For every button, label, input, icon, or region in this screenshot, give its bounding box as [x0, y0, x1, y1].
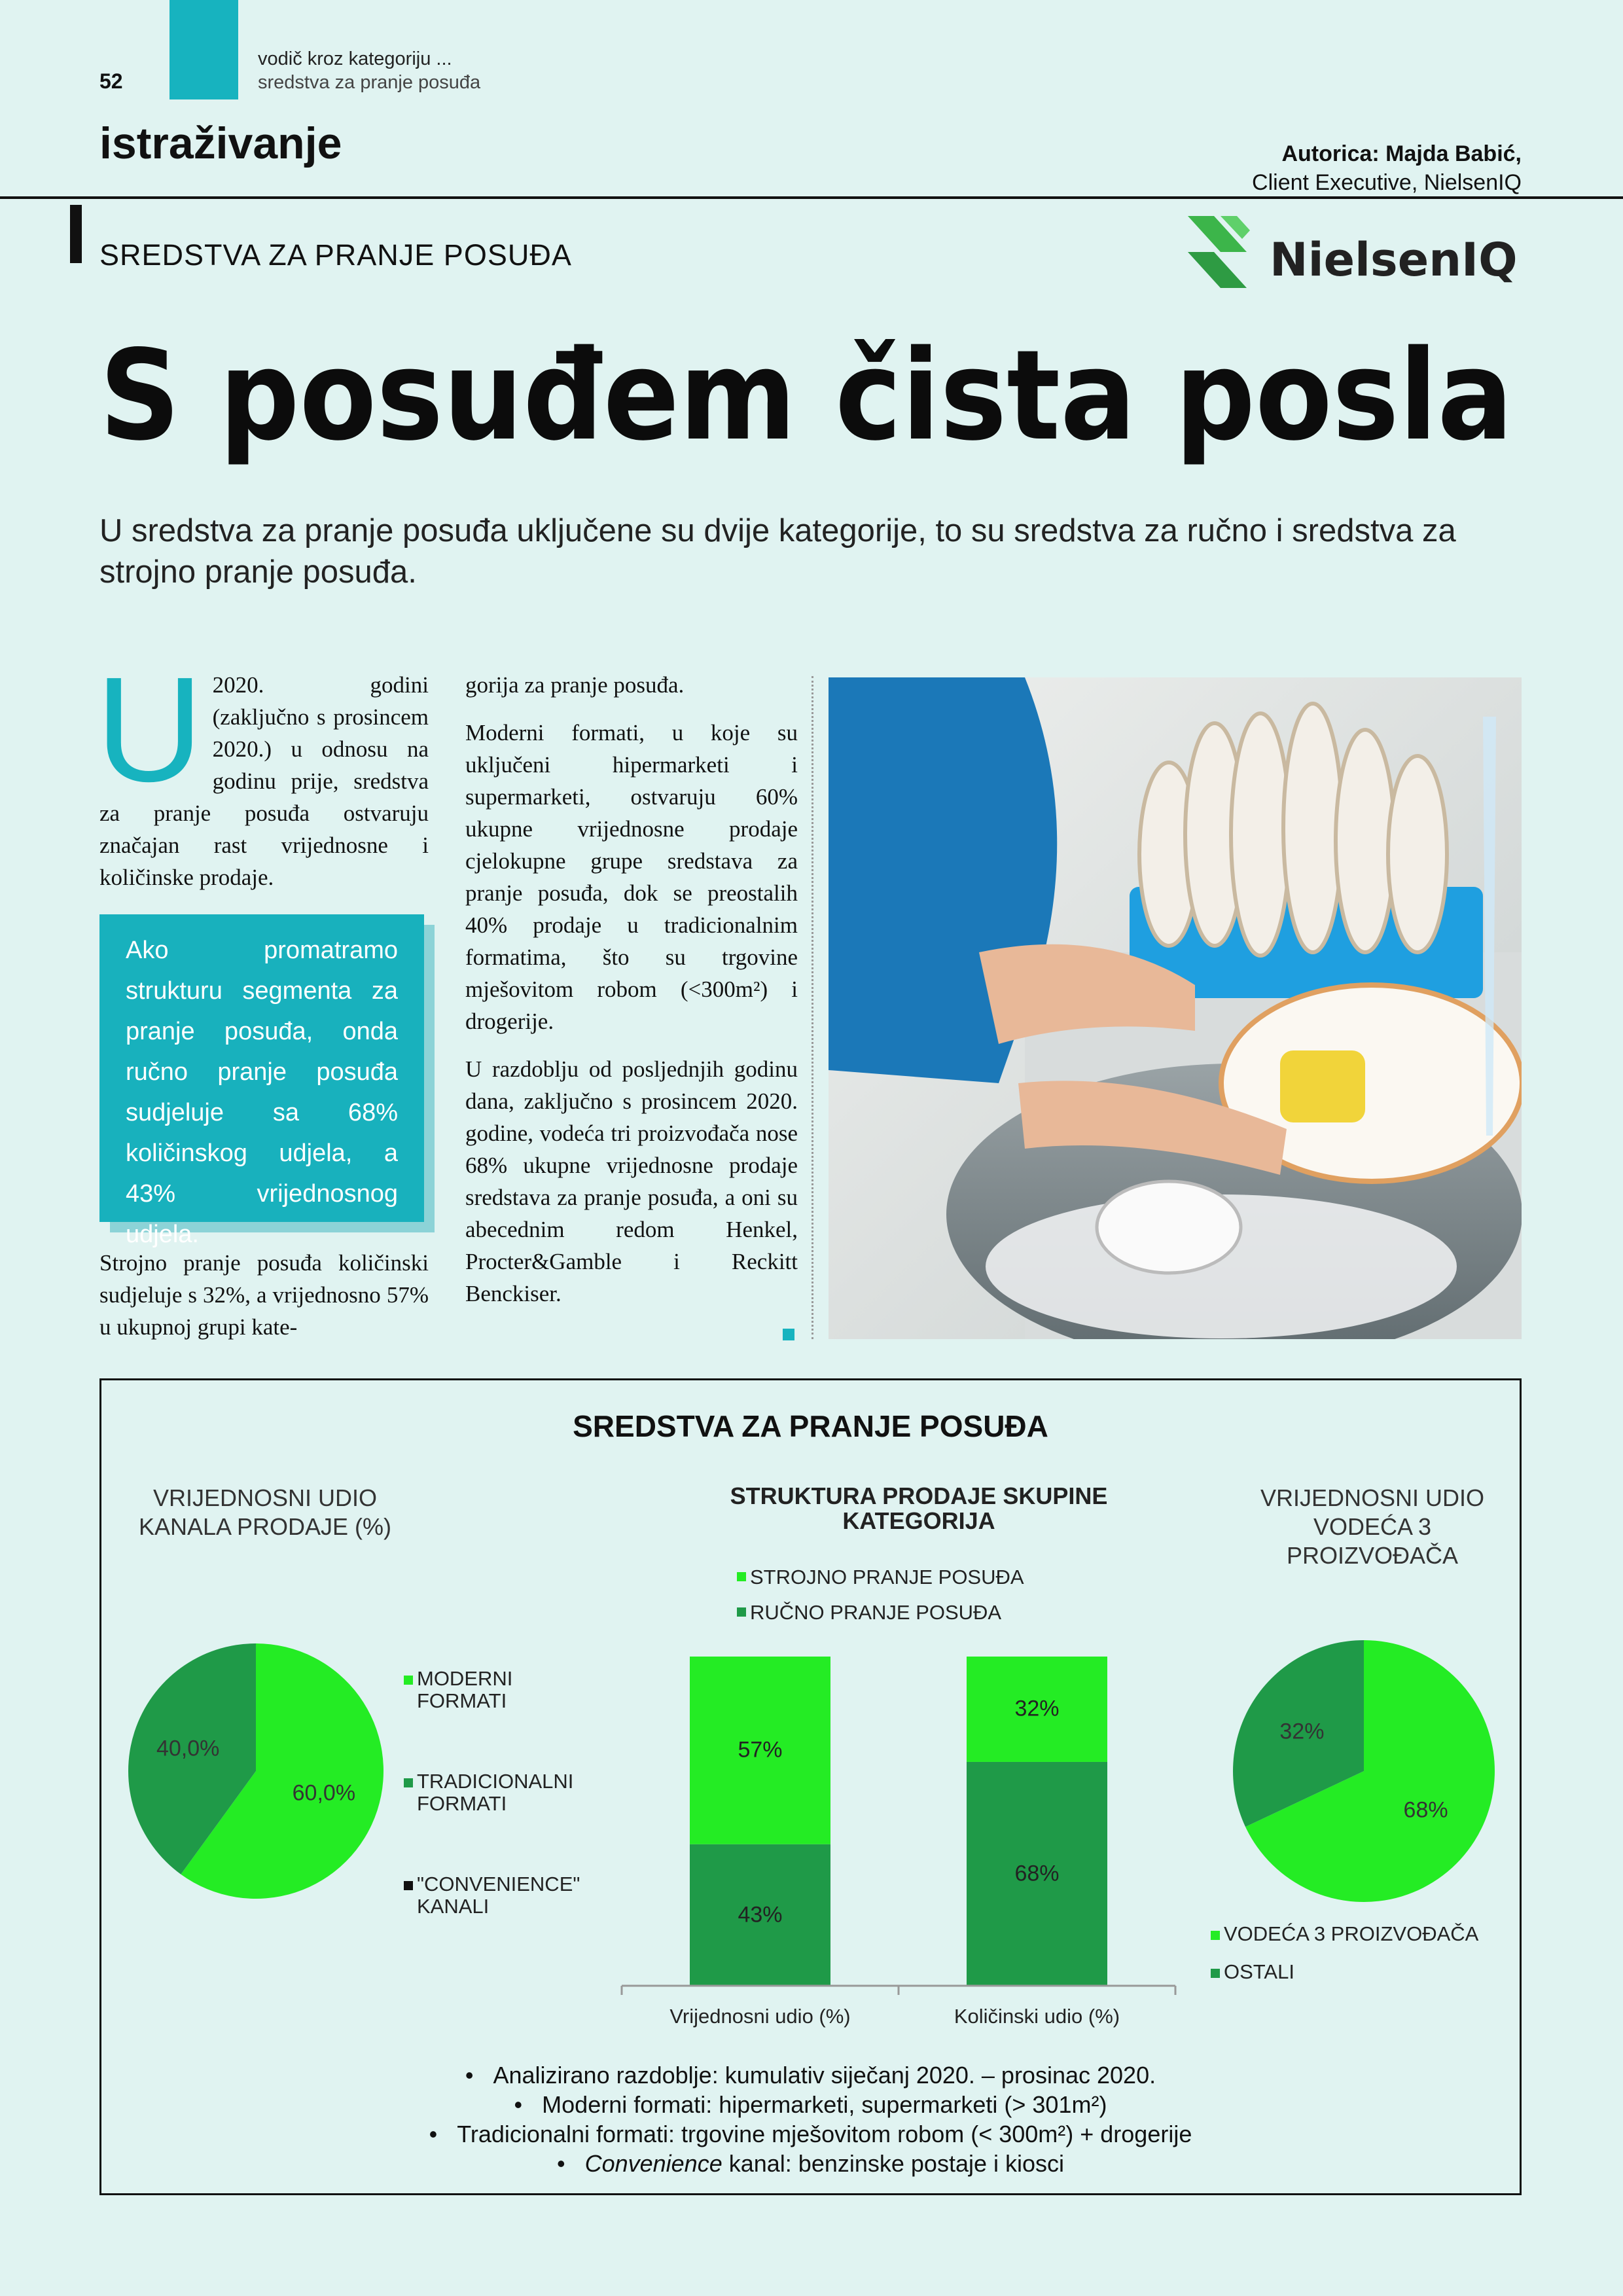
note: Convenience kanal: benzinske postaje i k… — [99, 2149, 1522, 2178]
paragraph: Moderni formati, u koje su uključeni hip… — [465, 720, 798, 1034]
logo-mark — [1188, 252, 1247, 288]
legend-marker — [1211, 1969, 1220, 1978]
bar-segment — [690, 1844, 830, 1986]
bar-segment — [967, 1657, 1107, 1762]
section-path: vodič kroz kategoriju ... — [258, 48, 452, 69]
column-divider — [812, 676, 813, 1339]
legend-marker — [404, 1676, 413, 1685]
paragraph: U razdoblju od posljednjih godinu dana, … — [465, 1056, 798, 1306]
headline-text: S posuđem čista posla — [99, 323, 1513, 468]
pie-slice — [1233, 1640, 1364, 1827]
author: Autorica: Majda Babić, — [1281, 141, 1522, 166]
pie-slice — [181, 1643, 383, 1899]
end-mark — [783, 1329, 794, 1340]
bar-segment — [967, 1761, 1107, 1986]
drop-cap: U — [96, 647, 204, 813]
section-title: istraživanje — [99, 118, 342, 168]
section-path: sredstva za pranje posuđa — [258, 72, 481, 93]
legend-marker — [404, 1881, 413, 1890]
pie-slice — [128, 1643, 256, 1874]
infographic-title: SREDSTVA ZA PRANJE POSUĐA — [573, 1409, 1048, 1443]
highlight-box: Ako promatramo strukturu segmenta za pra… — [99, 914, 424, 1248]
paragraph: gorija za pranje posuđa. — [465, 672, 685, 698]
author-role: Client Executive, NielsenIQ — [1252, 170, 1522, 195]
legend-marker — [404, 1778, 413, 1787]
photo — [829, 677, 1522, 1339]
column: Strojno pranje posuđa količinski sudjelu… — [99, 1247, 429, 1359]
note: Analizirano razdoblje: kumulativ siječan… — [99, 2060, 1522, 2090]
paragraph: 2020. godini (zaključno s prosincem 2020… — [99, 672, 429, 890]
page-number: 52 — [99, 69, 123, 93]
notes: Analizirano razdoblje: kumulativ siječan… — [99, 2060, 1522, 2178]
note-italic: Convenience — [584, 2150, 722, 2177]
note: Tradicionalni formati: trgovine mješovit… — [99, 2119, 1522, 2149]
legend-marker — [737, 1572, 746, 1581]
note-text: kanal: benzinske postaje i kiosci — [722, 2150, 1065, 2177]
logo-mark — [1188, 216, 1247, 252]
lead: U sredstva za pranje posuđa uključene su… — [99, 513, 1456, 590]
header-rule — [0, 196, 1623, 199]
column: gorija za pranje posuđa. Moderni formati… — [465, 669, 798, 1325]
pie-slice — [1245, 1640, 1495, 1902]
legend-marker — [1211, 1931, 1220, 1940]
column: U 2020. godini (zaključno s prosincem 20… — [96, 647, 429, 909]
bar-segment — [690, 1657, 830, 1844]
category: SREDSTVA ZA PRANJE POSUĐA — [99, 238, 572, 272]
header-tab — [169, 0, 238, 99]
headline: S posuđem čista posla — [99, 323, 1513, 468]
legend-marker — [737, 1607, 746, 1617]
category-marker — [70, 205, 82, 263]
paragraph: Strojno pranje posuđa količinski sudjelu… — [99, 1250, 429, 1340]
logo-text: NielsenIQ — [1270, 233, 1518, 287]
note: Moderni formati: hipermarketi, supermark… — [99, 2090, 1522, 2119]
infographic-box — [99, 1378, 1522, 2195]
logo-mark — [1221, 216, 1250, 239]
logo: NielsenIQ — [1188, 216, 1518, 288]
